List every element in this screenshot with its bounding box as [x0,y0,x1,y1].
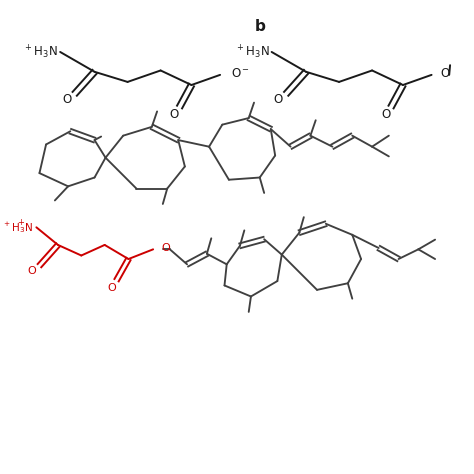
Text: O: O [170,109,179,121]
Text: $^+$H$_3$N: $^+$H$_3$N [2,220,33,235]
Text: O: O [161,243,170,253]
Text: O$^-$: O$^-$ [231,67,250,80]
Text: $^+$H$_3$N: $^+$H$_3$N [235,43,269,61]
Text: O: O [440,67,450,80]
Text: O: O [273,92,283,106]
Text: b: b [255,19,265,34]
Text: +: + [18,218,24,227]
Text: O: O [27,266,36,276]
Text: O: O [381,109,391,121]
Text: O: O [62,92,72,106]
Text: O: O [108,283,117,293]
Text: $^+$H$_3$N: $^+$H$_3$N [23,43,58,61]
